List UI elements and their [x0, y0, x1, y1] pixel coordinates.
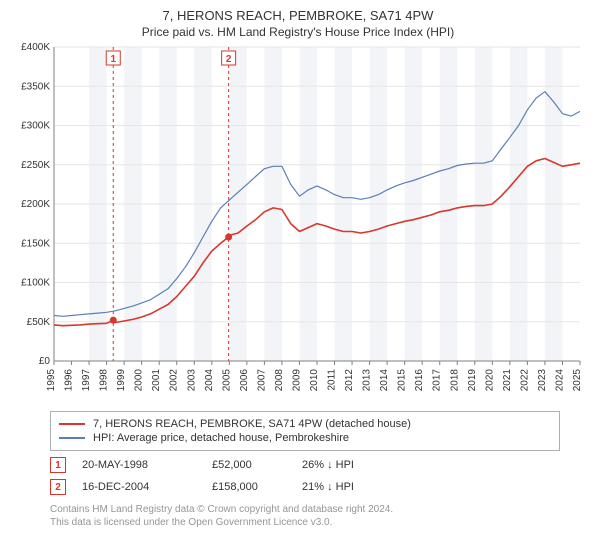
- svg-text:2017: 2017: [432, 369, 443, 392]
- svg-text:£200K: £200K: [21, 199, 50, 210]
- transaction-delta: 26% ↓ HPI: [302, 459, 412, 471]
- svg-text:£250K: £250K: [21, 160, 50, 171]
- legend: 7, HERONS REACH, PEMBROKE, SA71 4PW (det…: [50, 411, 560, 451]
- svg-text:2010: 2010: [309, 369, 320, 392]
- svg-text:£350K: £350K: [21, 81, 50, 92]
- legend-item-hpi: HPI: Average price, detached house, Pemb…: [59, 432, 551, 444]
- svg-text:1995: 1995: [46, 369, 57, 392]
- transaction-row: 1 20-MAY-1998£52,00026% ↓ HPI: [50, 457, 590, 473]
- svg-text:£400K: £400K: [21, 43, 50, 53]
- svg-text:1999: 1999: [116, 369, 127, 392]
- transaction-row: 2 16-DEC-2004£158,00021% ↓ HPI: [50, 479, 590, 495]
- svg-text:1997: 1997: [81, 369, 92, 392]
- svg-text:2021: 2021: [502, 369, 513, 392]
- svg-text:2024: 2024: [554, 369, 565, 392]
- svg-text:2014: 2014: [379, 369, 390, 392]
- svg-text:2012: 2012: [344, 369, 355, 392]
- legend-item-property: 7, HERONS REACH, PEMBROKE, SA71 4PW (det…: [59, 418, 551, 430]
- svg-text:£300K: £300K: [21, 121, 50, 132]
- svg-text:2009: 2009: [291, 369, 302, 392]
- svg-text:2002: 2002: [169, 369, 180, 392]
- svg-text:2004: 2004: [204, 369, 215, 392]
- svg-text:2015: 2015: [397, 369, 408, 392]
- svg-text:2003: 2003: [186, 369, 197, 392]
- svg-text:2008: 2008: [274, 369, 285, 392]
- svg-text:2006: 2006: [239, 369, 250, 392]
- svg-text:2000: 2000: [134, 369, 145, 392]
- svg-text:£50K: £50K: [27, 317, 51, 328]
- legend-label: HPI: Average price, detached house, Pemb…: [93, 432, 349, 444]
- svg-text:2025: 2025: [572, 369, 583, 392]
- svg-text:2016: 2016: [414, 369, 425, 392]
- legend-swatch: [59, 423, 85, 425]
- svg-text:2020: 2020: [484, 369, 495, 392]
- svg-text:£0: £0: [39, 356, 51, 367]
- svg-text:£100K: £100K: [21, 278, 50, 289]
- transaction-price: £52,000: [212, 459, 302, 471]
- svg-text:1: 1: [110, 54, 116, 65]
- legend-label: 7, HERONS REACH, PEMBROKE, SA71 4PW (det…: [93, 418, 411, 430]
- svg-text:2013: 2013: [362, 369, 373, 392]
- svg-text:2018: 2018: [449, 369, 460, 392]
- svg-text:2007: 2007: [256, 369, 267, 392]
- price-chart: £0 £50K £100K £150K £200K £250K £300K £350K £400…: [10, 43, 588, 405]
- svg-text:2: 2: [226, 54, 232, 65]
- svg-text:£150K: £150K: [21, 238, 50, 249]
- svg-text:2011: 2011: [327, 369, 338, 391]
- svg-text:2005: 2005: [221, 369, 232, 392]
- svg-text:1996: 1996: [64, 369, 75, 392]
- legend-swatch: [59, 437, 85, 439]
- page-subtitle: Price paid vs. HM Land Registry's House …: [6, 25, 590, 39]
- transaction-date: 16-DEC-2004: [82, 481, 212, 493]
- transaction-badge: 1: [50, 457, 66, 473]
- transaction-badge: 2: [50, 479, 66, 495]
- svg-text:2001: 2001: [151, 369, 162, 392]
- svg-text:2022: 2022: [519, 369, 530, 392]
- transaction-date: 20-MAY-1998: [82, 459, 212, 471]
- svg-text:1998: 1998: [99, 369, 110, 392]
- svg-text:2023: 2023: [537, 369, 548, 392]
- footnote: Contains HM Land Registry data © Crown c…: [50, 503, 590, 529]
- transaction-delta: 21% ↓ HPI: [302, 481, 412, 493]
- svg-text:2019: 2019: [467, 369, 478, 392]
- page-title: 7, HERONS REACH, PEMBROKE, SA71 4PW: [6, 8, 590, 23]
- transaction-price: £158,000: [212, 481, 302, 493]
